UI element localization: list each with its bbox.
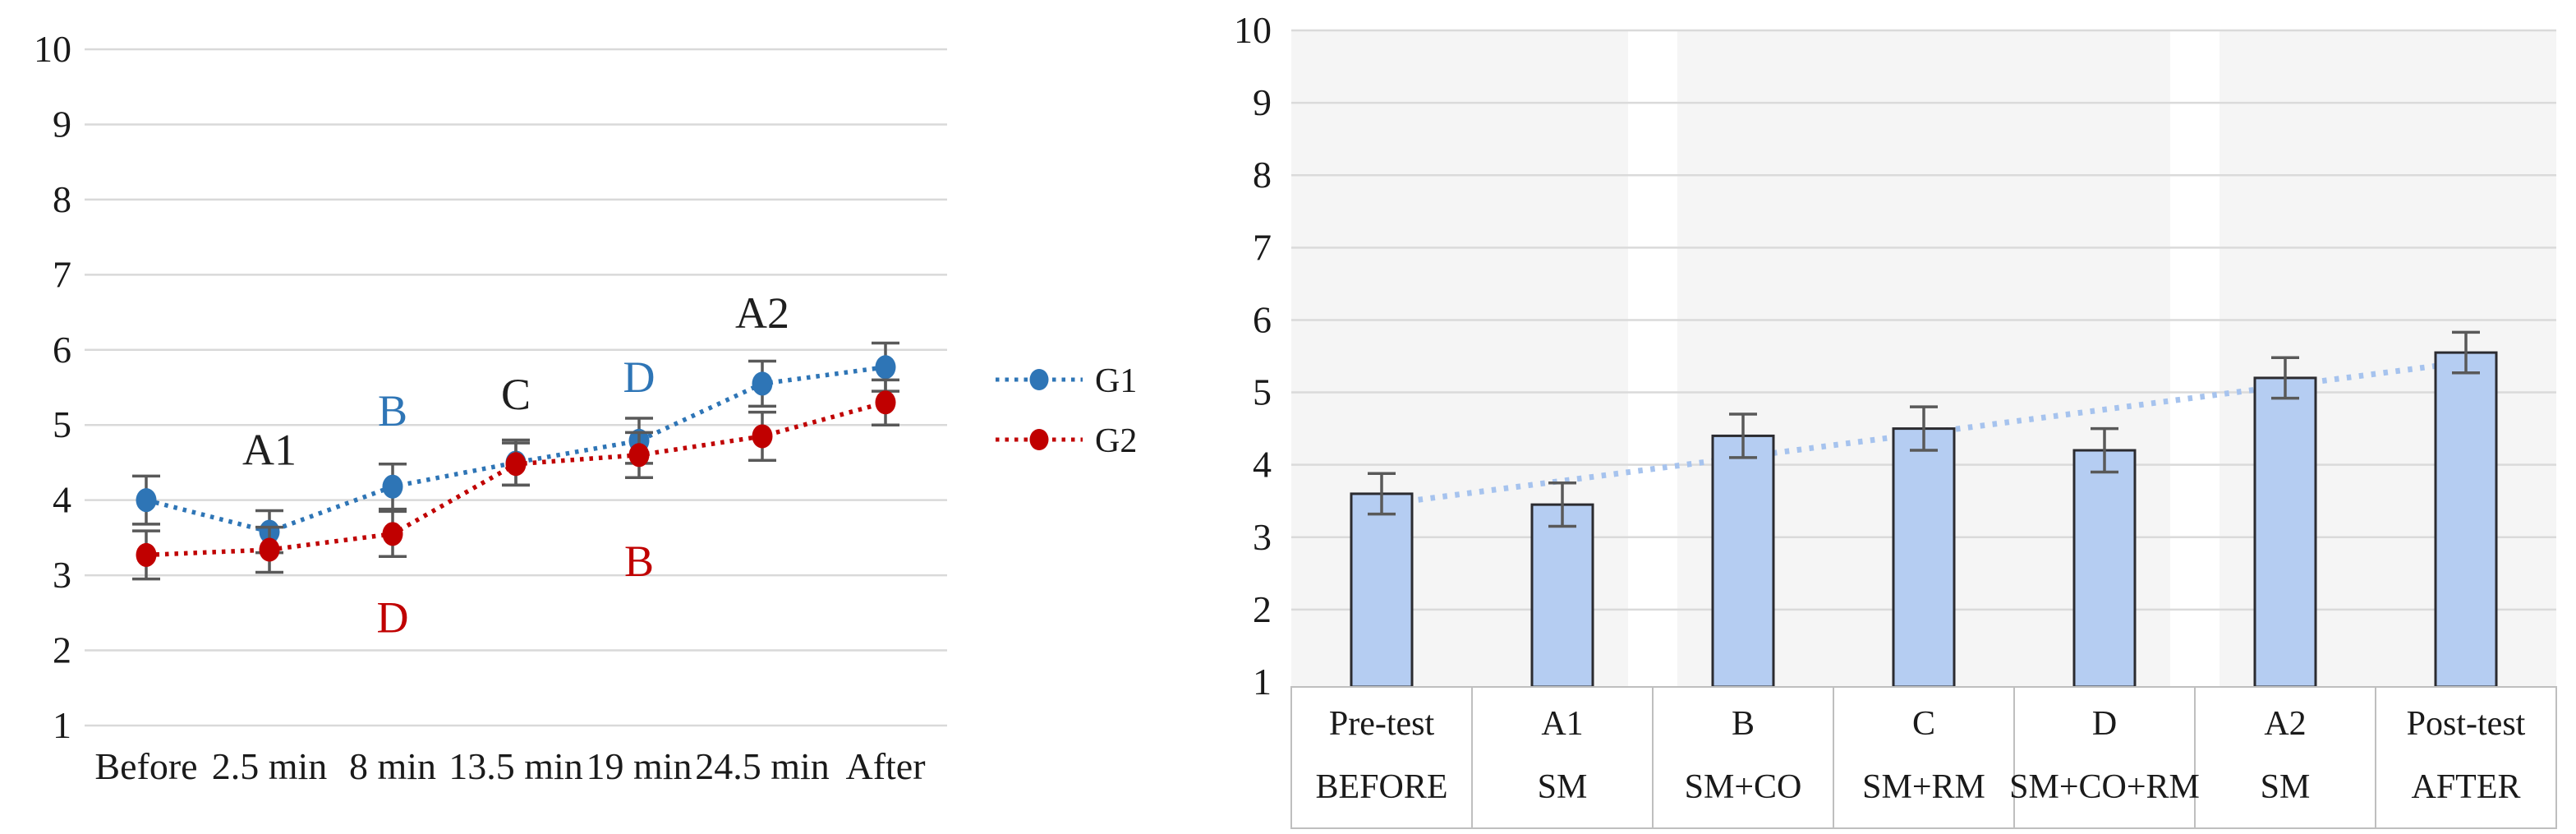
y-axis-tick-label: 2	[1253, 588, 1272, 630]
table-border	[1290, 686, 2557, 829]
table-condition-label: BEFORE	[1315, 768, 1447, 806]
y-axis-tick-label: 7	[1253, 226, 1272, 268]
legend: G1 G2	[996, 362, 1137, 460]
y-axis-tick-label: 4	[1253, 444, 1272, 486]
y-axis-tick-label: 2	[53, 629, 71, 671]
x-axis-category-label: 8 min	[349, 745, 436, 787]
y-axis-tick-label: 1	[53, 704, 71, 746]
annotation-label: C	[501, 370, 531, 419]
table-condition-label: SM+CO	[1685, 768, 1802, 806]
band-gap	[2170, 30, 2220, 687]
data-point-marker	[136, 542, 157, 567]
table-condition-label: SM	[2261, 768, 2311, 806]
error-bar	[2452, 330, 2480, 375]
error-bar	[1548, 481, 1576, 528]
data-point-marker	[752, 424, 773, 449]
y-axis-tick-label: 9	[53, 103, 71, 145]
series-G2	[132, 378, 899, 581]
legend-label: G1	[1095, 362, 1137, 400]
error-bar	[2271, 356, 2299, 400]
bar	[2434, 351, 2498, 689]
x-axis-category-label: 24.5 min	[695, 745, 830, 787]
data-point-marker	[752, 371, 773, 396]
bar	[1711, 434, 1775, 689]
table-category-label: Pre-test	[1329, 705, 1435, 743]
y-axis-tick-label: 8	[53, 178, 71, 220]
bar	[2072, 449, 2137, 689]
annotation-label: D	[377, 592, 409, 642]
x-axis-category-label: 19 min	[586, 745, 692, 787]
bar-chart: 1 2 3 4 5 6 7 8 9 10 Pre-test A1 B C D A2 Post-test BEFOR…	[1234, 9, 2557, 829]
table-condition-label: AFTER	[2411, 768, 2520, 806]
y-axis-tick-label: 4	[53, 479, 71, 521]
bar	[1892, 427, 1956, 689]
table-category-label: Post-test	[2407, 705, 2526, 743]
x-axis-category-label: 13.5 min	[448, 745, 583, 787]
y-axis-tick-label: 6	[1253, 298, 1272, 340]
table-condition-label: SM+CO+RM	[2009, 768, 2200, 806]
legend-label: G2	[1095, 422, 1137, 460]
error-bar	[2091, 426, 2118, 474]
data-point-marker	[875, 390, 896, 415]
data-point-marker	[136, 488, 157, 513]
y-axis-tick-label: 10	[34, 28, 71, 70]
table-category-label: A2	[2264, 705, 2306, 743]
error-bar	[1729, 412, 1757, 459]
y-axis-tick-label: 7	[53, 253, 71, 295]
band-gap	[1628, 30, 1677, 687]
data-point-marker	[382, 522, 403, 546]
data-point-marker	[875, 355, 896, 380]
legend-marker	[1029, 369, 1049, 390]
data-point-marker	[259, 537, 280, 562]
bar	[2253, 376, 2317, 689]
table-condition-label: SM	[1538, 768, 1588, 806]
legend-entry-G1: G1	[996, 362, 1137, 400]
table-category-label: A1	[1541, 705, 1583, 743]
annotation-label: B	[624, 537, 654, 586]
table-condition-label: SM+RM	[1862, 768, 1985, 806]
y-axis-tick-label: 3	[53, 554, 71, 596]
data-point-marker	[382, 474, 403, 499]
data-point-marker	[505, 452, 527, 477]
table-category-label: D	[2092, 705, 2117, 743]
y-axis-tick-label: 3	[1253, 516, 1272, 558]
legend-entry-G2: G2	[996, 422, 1137, 460]
y-axis-tick-label: 1	[1253, 661, 1272, 703]
x-axis-category-label: Before	[94, 745, 197, 787]
data-point-marker	[628, 443, 650, 468]
annotation-label: B	[378, 386, 407, 435]
error-bar	[1910, 405, 1938, 452]
y-axis-tick-label: 10	[1234, 9, 1272, 51]
x-axis-category-label: 2.5 min	[212, 745, 328, 787]
annotation-label: A2	[735, 288, 789, 338]
y-axis-tick-label: 5	[1253, 371, 1272, 413]
y-axis-tick-label: 5	[53, 403, 71, 445]
bar	[1530, 503, 1594, 689]
annotation-label: A1	[242, 425, 297, 474]
x-axis-category-label: After	[845, 745, 925, 787]
error-bar	[1368, 472, 1396, 516]
bar	[1350, 492, 1414, 689]
y-axis-tick-label: 6	[53, 329, 71, 371]
left-gridlines	[85, 48, 947, 727]
table-category-label: C	[1912, 705, 1935, 743]
legend-marker	[1029, 429, 1049, 450]
y-axis-tick-label: 9	[1253, 81, 1272, 123]
annotation-label: D	[623, 352, 656, 402]
line-chart: 1 2 3 4 5 6 7 8 9 10 Before 2.5 min 8 min 13.5 min 19 …	[34, 28, 1137, 787]
category-table: Pre-test A1 B C D A2 Post-test BEFORE SM SM+CO SM+…	[1290, 686, 2557, 829]
table-category-label: B	[1732, 705, 1755, 743]
y-axis-tick-label: 8	[1253, 154, 1272, 196]
